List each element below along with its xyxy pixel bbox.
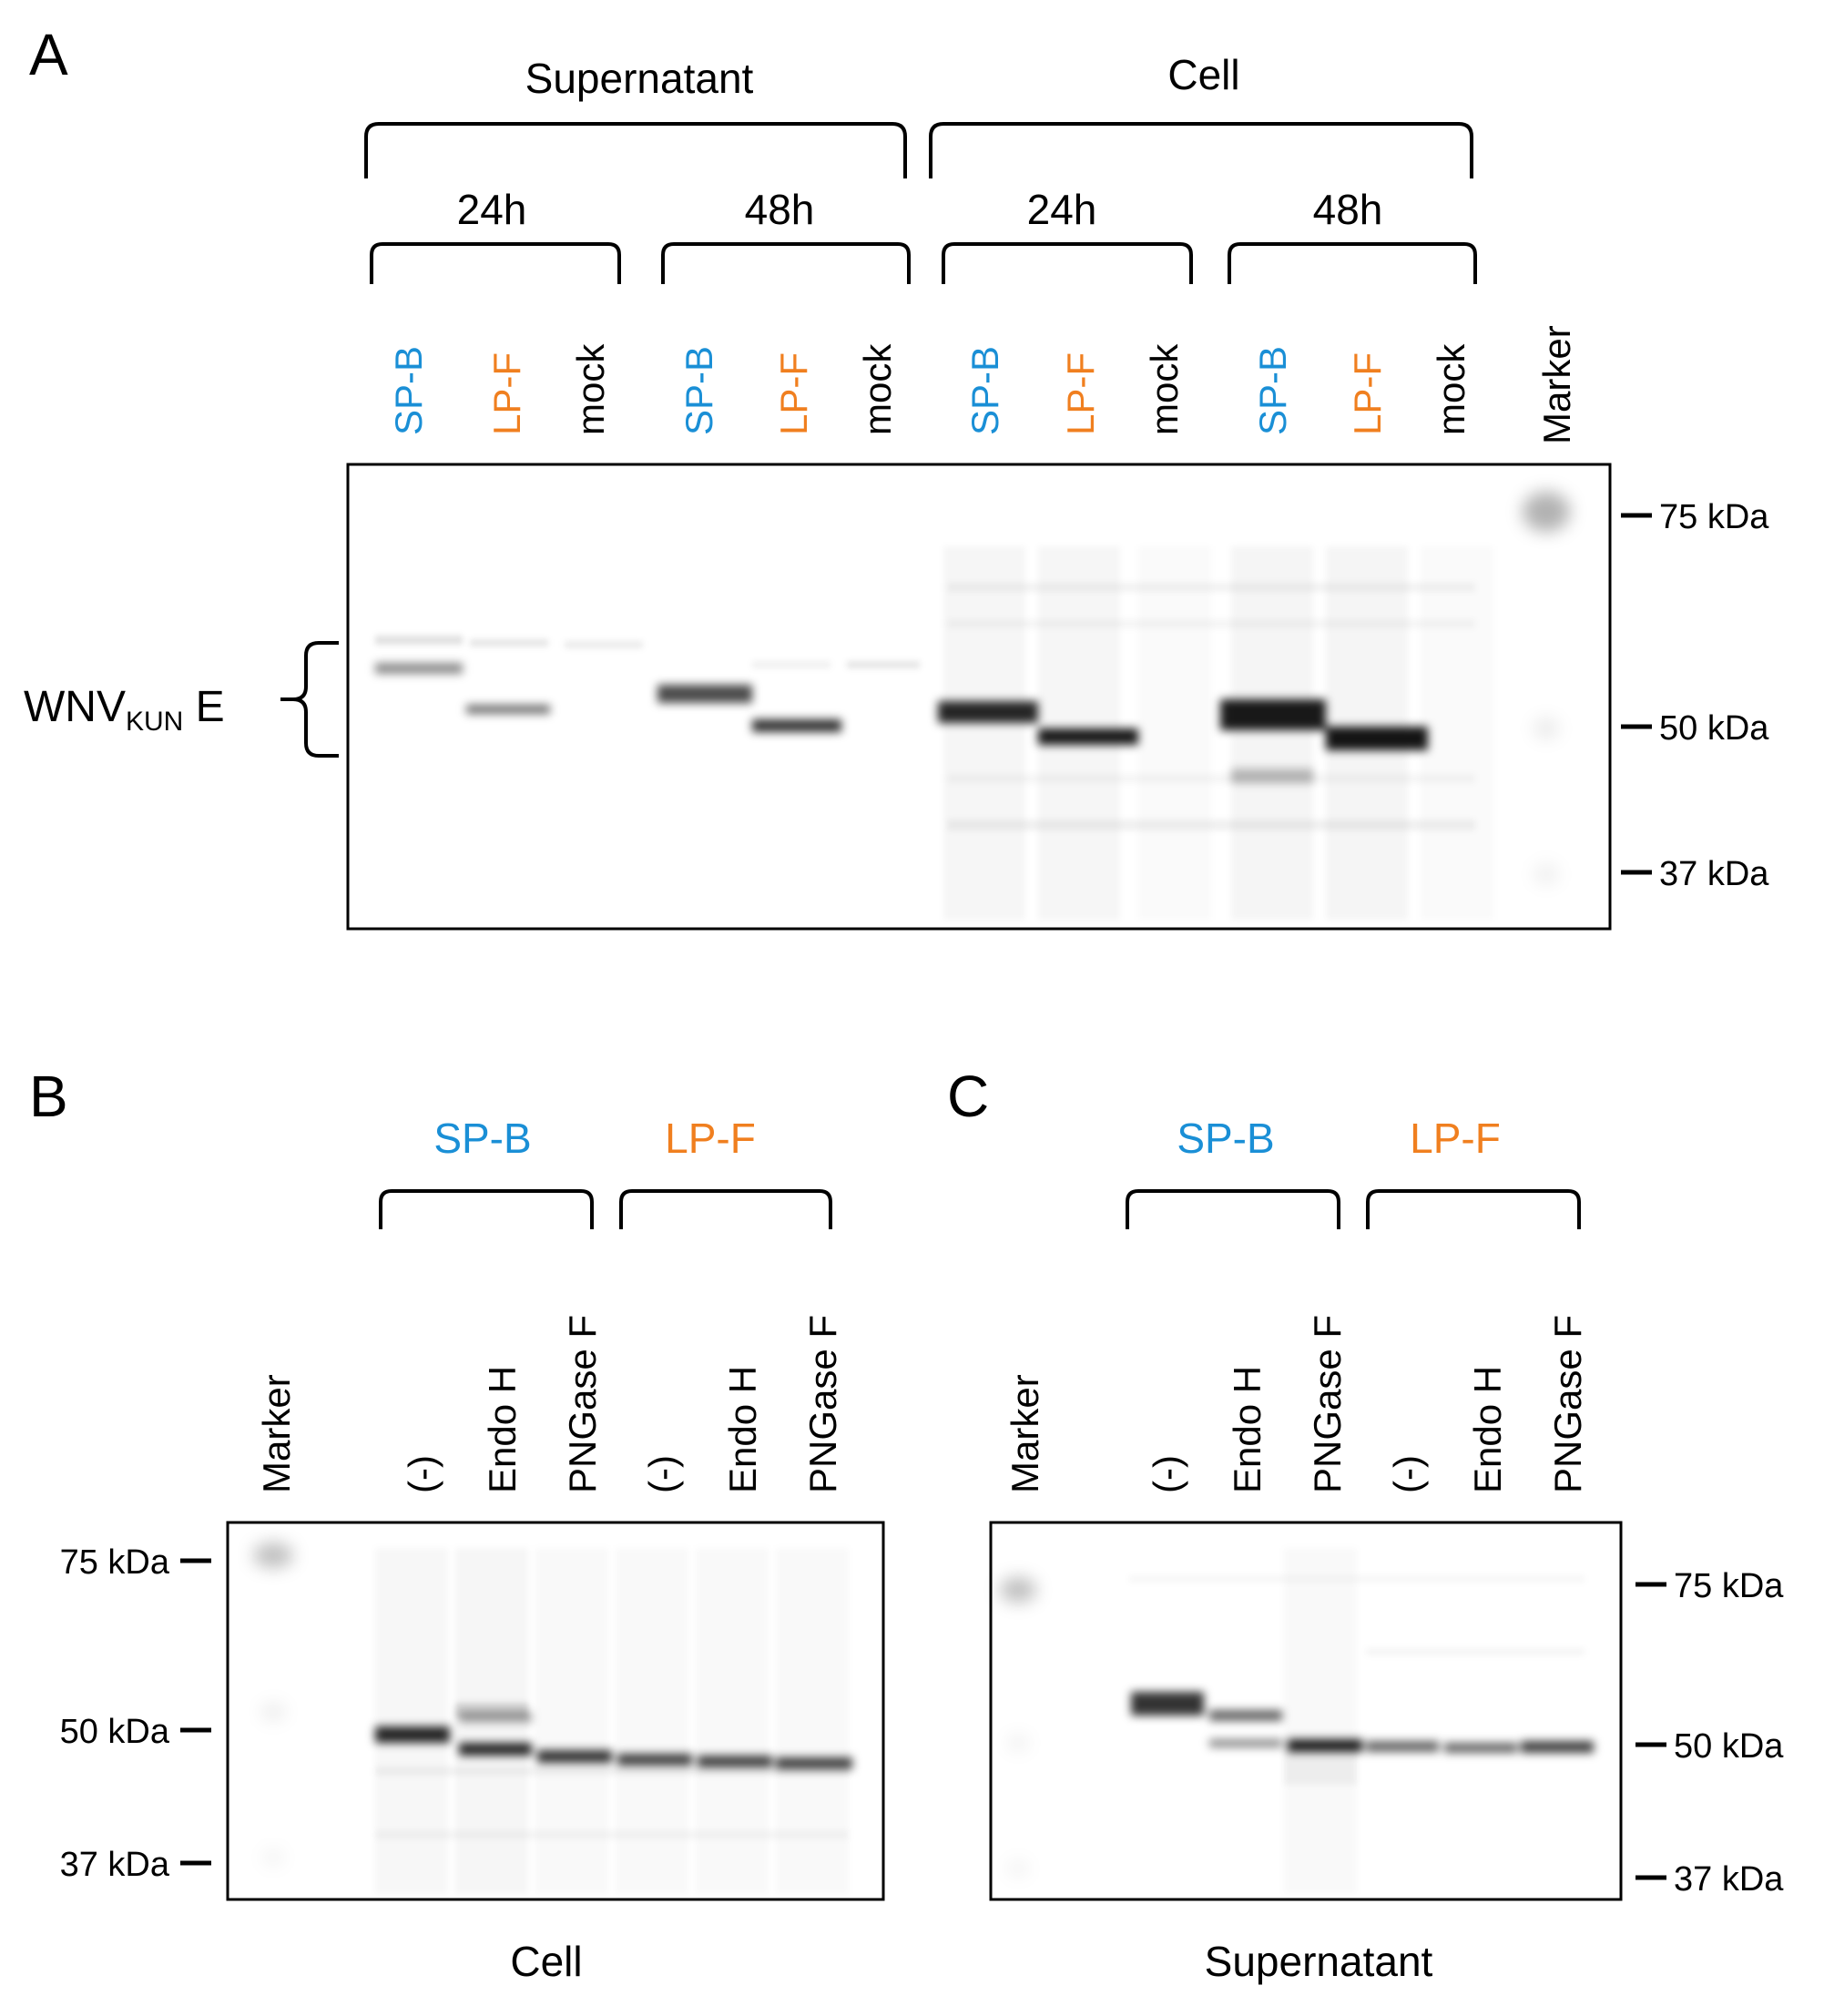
panel-c-letter: C bbox=[947, 1064, 989, 1129]
lane-label: (-) bbox=[401, 1455, 443, 1493]
lane-label: Endo H bbox=[1466, 1366, 1509, 1493]
lane-label: SP-B bbox=[678, 346, 720, 435]
protein-label-a: WNVKUN E bbox=[24, 683, 225, 737]
bracket-supernatant bbox=[364, 122, 907, 178]
gel-c bbox=[989, 1521, 1623, 1901]
lane-label: SP-B bbox=[387, 346, 430, 435]
marker-label-75: 75 kDa bbox=[1659, 498, 1769, 536]
marker-label-37: 37 kDa bbox=[1659, 855, 1769, 893]
lane-label: (-) bbox=[641, 1455, 684, 1493]
time-label-sup-24h: 24h bbox=[457, 186, 527, 233]
lane-labels-c: Marker (-) Endo H PNGase F (-) Endo H PN… bbox=[1004, 1315, 1589, 1493]
sub-brackets-a bbox=[370, 242, 1477, 284]
panel-b-letter: B bbox=[29, 1064, 68, 1129]
lane-label: SP-B bbox=[963, 346, 1006, 435]
lane-label: PNGase F bbox=[561, 1315, 604, 1493]
gel-b bbox=[226, 1521, 885, 1901]
marker-label-50: 50 kDa bbox=[1659, 709, 1769, 748]
panel-c-caption: Supernatant bbox=[1205, 1938, 1433, 1985]
bracket-cell bbox=[929, 122, 1473, 178]
time-label-cell-48h: 48h bbox=[1313, 186, 1383, 233]
lane-label: mock bbox=[569, 343, 612, 435]
group-label-supernatant: Supernatant bbox=[525, 55, 754, 102]
marker-label-37: 37 kDa bbox=[60, 1846, 170, 1884]
panel-a: A Supernatant Cell 24h 48h 24h 48h SP-B … bbox=[24, 22, 1769, 931]
lane-label: Endo H bbox=[721, 1366, 764, 1493]
marker-label-50: 50 kDa bbox=[60, 1713, 170, 1751]
lane-label: PNGase F bbox=[1306, 1315, 1349, 1493]
lane-label: PNGase F bbox=[801, 1315, 844, 1493]
marker-ticks-a bbox=[1621, 513, 1652, 875]
lane-label: LP-F bbox=[772, 352, 815, 435]
marker-label-75: 75 kDa bbox=[60, 1543, 170, 1582]
lane-label: (-) bbox=[1146, 1455, 1188, 1493]
group-label-b-lpf: LP-F bbox=[665, 1115, 756, 1162]
panel-a-letter: A bbox=[29, 22, 68, 87]
time-label-sup-48h: 48h bbox=[745, 186, 815, 233]
panel-b-caption: Cell bbox=[510, 1938, 582, 1985]
lane-label: (-) bbox=[1386, 1455, 1429, 1493]
protein-label-sub: KUN bbox=[126, 707, 183, 737]
panel-c: C SP-B LP-F Marker (-) Endo H PNGase F (… bbox=[947, 1064, 1784, 1985]
lane-label: LP-F bbox=[1059, 352, 1102, 435]
marker-label-50: 50 kDa bbox=[1674, 1727, 1784, 1766]
lane-label: Endo H bbox=[481, 1366, 524, 1493]
lane-label: LP-F bbox=[1346, 352, 1389, 435]
lane-label: LP-F bbox=[485, 352, 528, 435]
marker-ticks-c bbox=[1635, 1582, 1666, 1880]
lane-label: mock bbox=[1430, 343, 1472, 435]
group-label-c-spb: SP-B bbox=[1177, 1115, 1274, 1162]
protein-label-suffix: E bbox=[183, 683, 224, 731]
time-label-cell-24h: 24h bbox=[1027, 186, 1097, 233]
protein-label-main: WNV bbox=[24, 683, 126, 731]
group-label-cell: Cell bbox=[1167, 51, 1239, 98]
group-label-c-lpf: LP-F bbox=[1410, 1115, 1501, 1162]
lane-labels-a: SP-B LP-F mock SP-B LP-F mock SP-B LP-F … bbox=[387, 325, 1578, 444]
lane-label: SP-B bbox=[1251, 346, 1294, 435]
marker-ticks-b bbox=[180, 1558, 211, 1866]
gel-a bbox=[346, 463, 1612, 931]
group-label-b-spb: SP-B bbox=[433, 1115, 531, 1162]
brace-a bbox=[280, 641, 339, 758]
brackets-c bbox=[1126, 1189, 1581, 1229]
lane-label: mock bbox=[856, 343, 899, 435]
lane-labels-b: Marker (-) Endo H PNGase F (-) Endo H PN… bbox=[255, 1315, 844, 1493]
marker-label-75: 75 kDa bbox=[1674, 1567, 1784, 1605]
lane-label: Marker bbox=[1004, 1374, 1046, 1493]
lane-label: mock bbox=[1143, 343, 1186, 435]
marker-label-37: 37 kDa bbox=[1674, 1860, 1784, 1899]
lane-label: Marker bbox=[1535, 325, 1578, 444]
lane-label: Marker bbox=[255, 1374, 298, 1493]
panel-b: B SP-B LP-F Marker (-) Endo H PNGase F (… bbox=[29, 1064, 885, 1985]
lane-label: PNGase F bbox=[1546, 1315, 1589, 1493]
brackets-b bbox=[379, 1189, 832, 1229]
lane-label: Endo H bbox=[1226, 1366, 1269, 1493]
